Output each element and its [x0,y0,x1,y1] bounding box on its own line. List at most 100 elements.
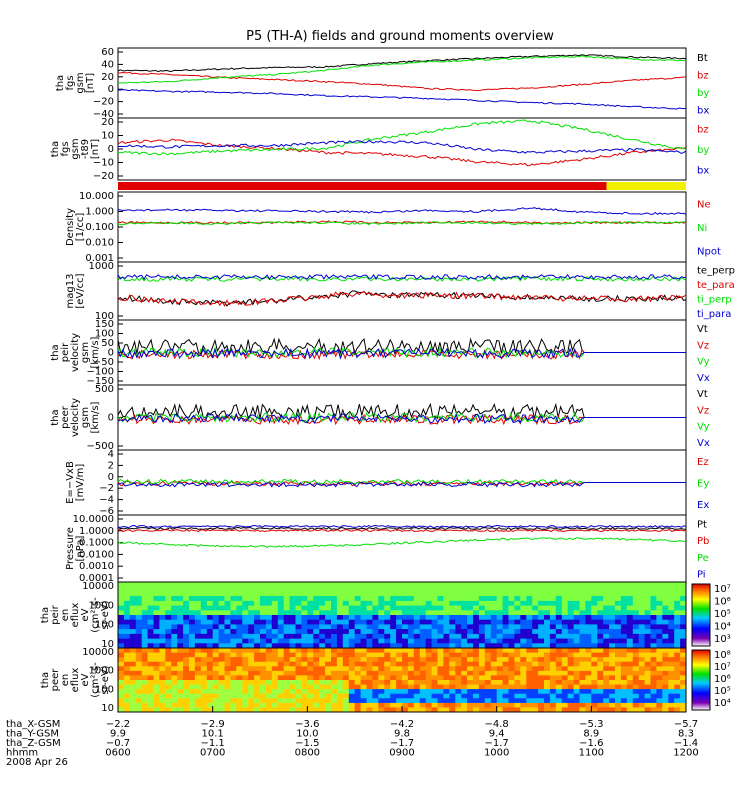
xrow-value: 1000 [484,748,509,759]
heat-cell [644,610,651,616]
heat-cell [260,702,267,708]
heat-cell [407,684,415,690]
heat-cell [638,582,646,588]
heat-cell [360,657,367,663]
heat-cell [248,596,255,602]
heat-cell [473,633,480,640]
heat-cell [189,605,196,611]
heat-cell [331,652,338,658]
heat-cell [378,680,385,686]
heat-cell [342,707,350,713]
heat-cell [402,643,409,649]
heat-cell [206,615,214,621]
heat-cell [194,693,202,699]
heat-cell [224,586,231,592]
heat-cell [680,600,687,607]
heat-cell [165,586,172,592]
heat-cell [650,624,657,630]
ylabel-line: eflux [70,603,81,628]
heat-cell [372,670,379,676]
heat-cell [402,657,409,663]
heat-cell [230,633,237,640]
heat-cell [490,629,498,635]
heat-cell [378,675,385,681]
xrow-value: 9.9 [110,729,126,740]
heat-cell [348,600,356,607]
heat-cell [609,657,616,663]
heat-cell [171,666,178,672]
xrow-value: −0.7 [106,738,130,749]
heat-cell [502,693,509,699]
heat-cell [378,661,385,667]
heat-cell [496,582,504,588]
heat-cell [603,615,610,621]
heat-cell [549,582,557,588]
heat-cell [183,707,190,713]
heat-cell [478,605,486,611]
series-Pt [117,526,687,531]
heat-cell [384,624,391,630]
heat-cell [526,657,533,663]
heat-cell [129,702,137,708]
heat-cell [591,666,598,672]
xrow-value: 1200 [673,748,698,759]
heat-cell [384,657,391,663]
heat-cell [597,652,604,658]
heat-cell [260,675,267,681]
heat-cell [496,689,504,695]
heat-cell [680,615,687,621]
heat-cell [502,615,509,621]
heat-cell [650,707,657,713]
heat-cell [668,615,675,621]
heat-cell [366,670,373,676]
heat-cell [668,582,675,588]
heat-cell [638,624,646,630]
heat-cell [171,624,178,630]
heat-cell [538,619,545,625]
heat-cell [194,633,202,640]
heat-cell [478,638,486,644]
heat-cell [561,619,569,625]
heat-cell [212,689,220,695]
heat-cell [277,624,285,630]
heat-cell [668,657,675,663]
heat-cell [183,675,190,681]
heat-cell [242,591,249,597]
heat-cell [662,586,669,592]
heat-cell [212,638,220,644]
heat-cell [277,670,285,676]
heat-cell [632,693,640,699]
heat-cell [549,675,557,681]
heat-cell [254,633,261,640]
heat-cell [544,657,551,663]
heat-cell [260,638,267,644]
heat-cell [129,689,137,695]
ylabel-line: [1/cc] [75,213,86,242]
heat-cell [668,675,675,681]
heat-cell [431,586,438,592]
heat-cell [177,675,184,681]
heat-cell [520,582,527,588]
heat-cell [165,596,172,602]
heat-cell [508,702,515,708]
heat-cell [668,629,675,635]
heat-cell [413,629,421,635]
heat-cell [141,615,149,621]
heat-cell [372,675,379,681]
heat-cell [248,657,255,663]
heat-cell [484,605,492,611]
heat-cell [668,638,675,644]
heat-cell [544,633,551,640]
heat-cell [626,689,634,695]
heat-cell [561,670,569,676]
series-Ni [117,221,687,226]
heat-cell [544,707,551,713]
heat-cell [319,643,326,649]
heat-cell [555,615,563,621]
heat-cell [159,693,166,699]
heat-cell [325,693,332,699]
heat-cell [579,661,586,667]
ytick-label: 0.0001 [79,573,114,584]
heat-cell [171,693,178,699]
